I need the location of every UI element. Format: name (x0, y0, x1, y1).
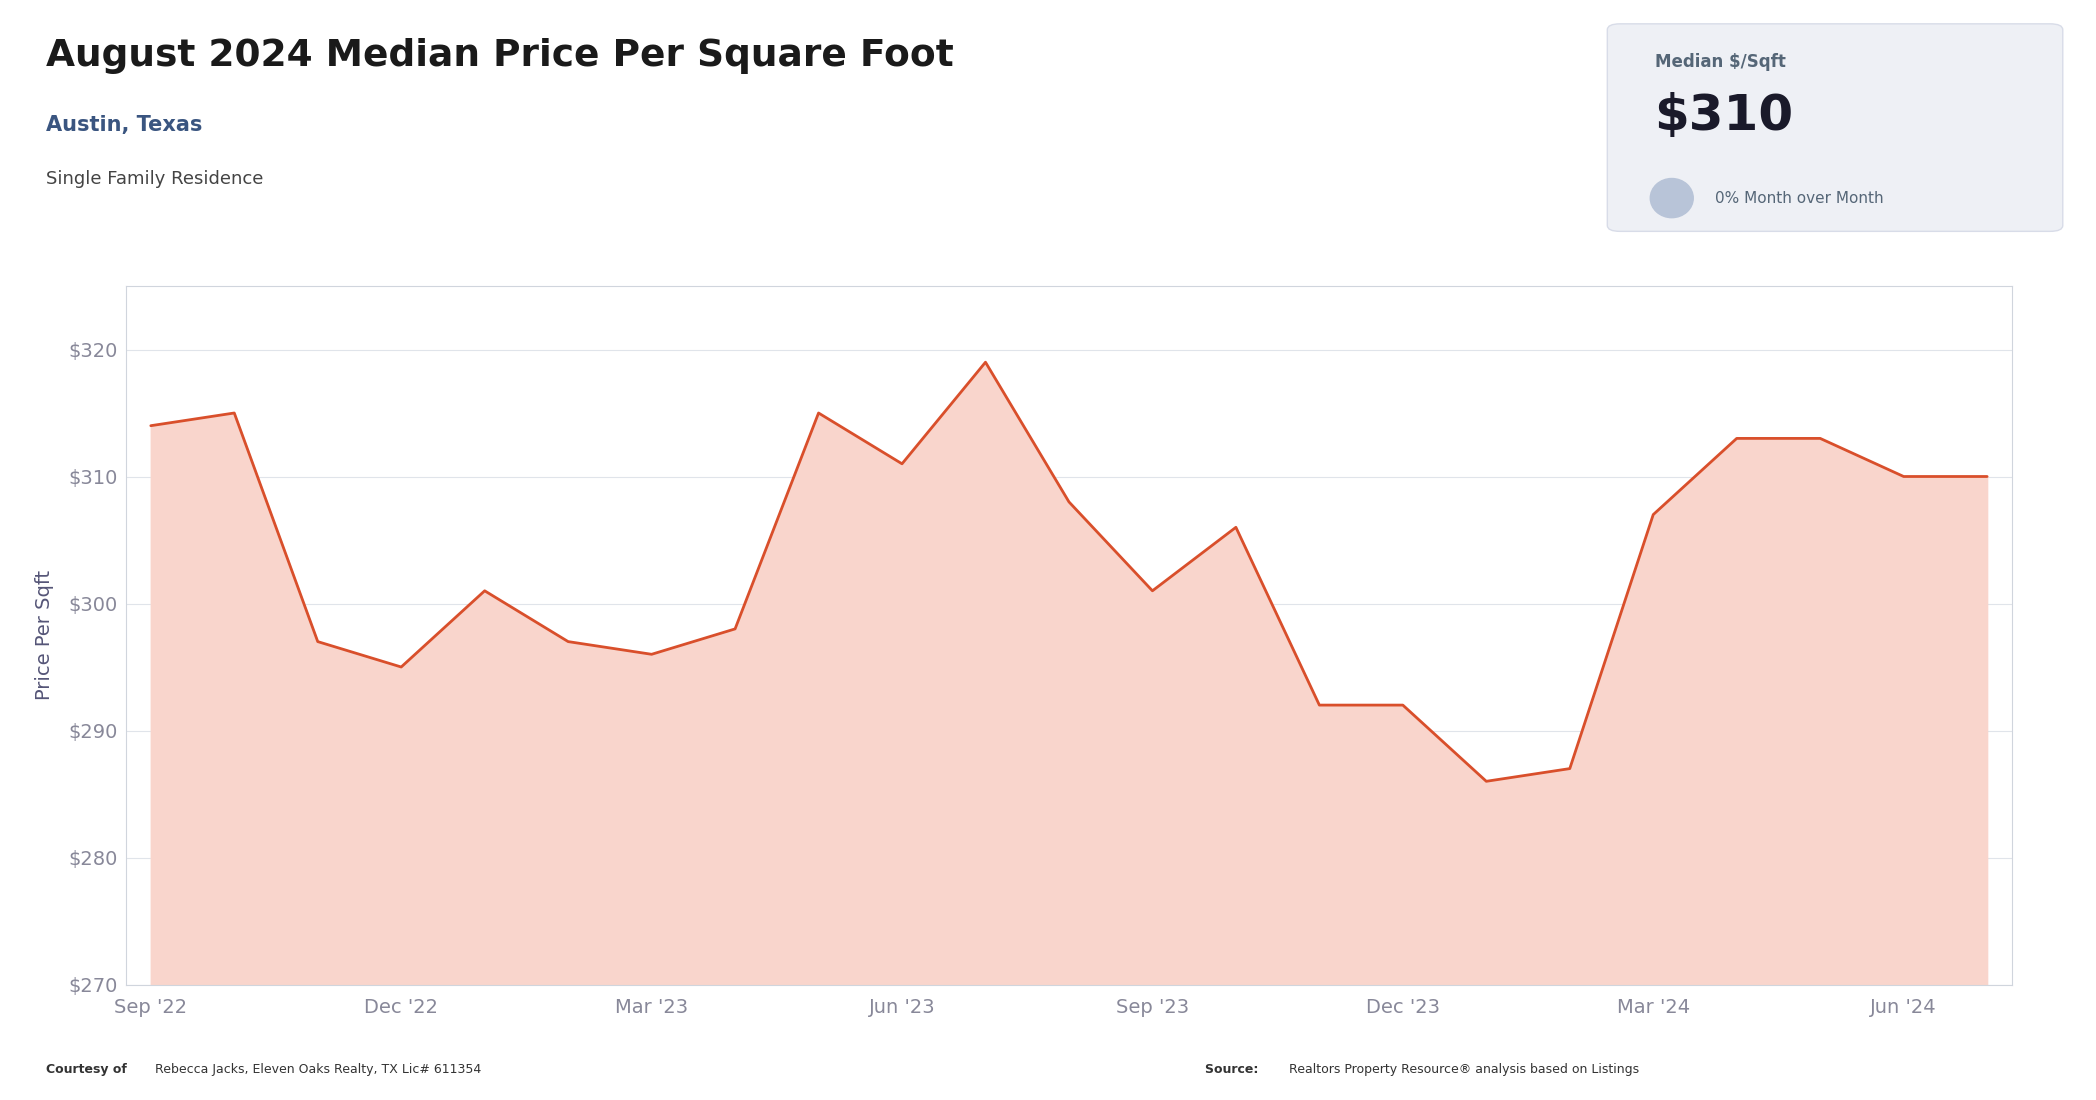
Text: Source:: Source: (1205, 1063, 1264, 1076)
Ellipse shape (1650, 178, 1694, 218)
FancyBboxPatch shape (1608, 24, 2062, 231)
Y-axis label: Price Per Sqft: Price Per Sqft (36, 570, 54, 701)
Text: Rebecca Jacks, Eleven Oaks Realty, TX Lic# 611354: Rebecca Jacks, Eleven Oaks Realty, TX Li… (155, 1063, 482, 1076)
Text: 0% Month over Month: 0% Month over Month (1715, 190, 1884, 206)
Text: Realtors Property Resource® analysis based on Listings: Realtors Property Resource® analysis bas… (1289, 1063, 1639, 1076)
Text: $310: $310 (1654, 92, 1794, 141)
Text: Median $/Sqft: Median $/Sqft (1654, 53, 1786, 72)
Text: Single Family Residence: Single Family Residence (46, 170, 264, 188)
Text: Austin, Texas: Austin, Texas (46, 116, 203, 135)
Text: August 2024 Median Price Per Square Foot: August 2024 Median Price Per Square Foot (46, 39, 954, 75)
Text: Courtesy of: Courtesy of (46, 1063, 132, 1076)
